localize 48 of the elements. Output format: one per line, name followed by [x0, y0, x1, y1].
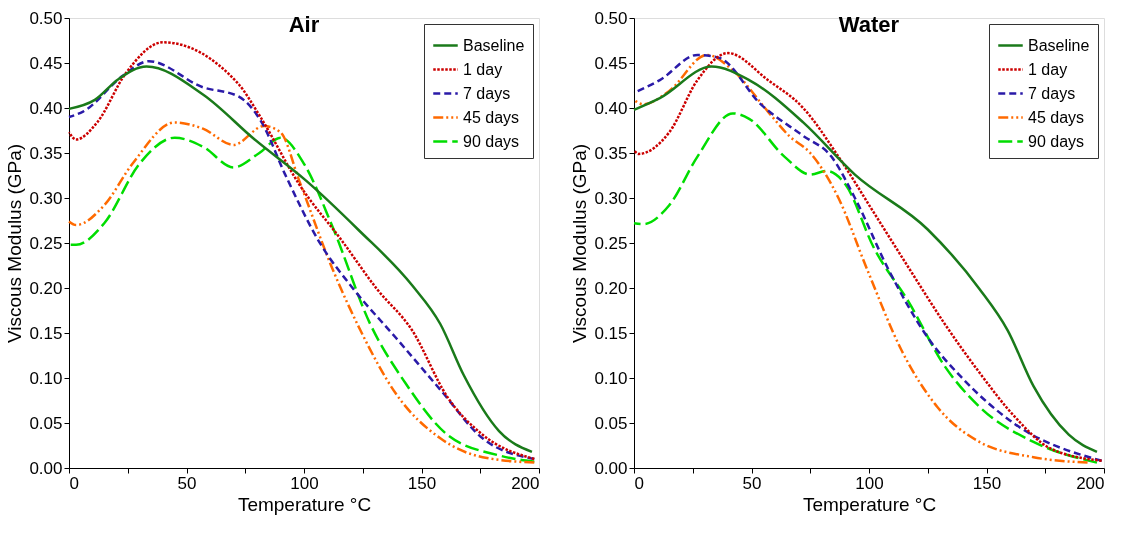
y-tick-label: 0.35 — [594, 143, 628, 163]
legend-label: 45 days — [463, 108, 520, 126]
y-tick-label: 0.05 — [594, 413, 628, 433]
legend-label: 1 day — [1028, 60, 1068, 78]
x-tick-label: 50 — [742, 473, 762, 493]
x-tick-label: 100 — [855, 473, 884, 493]
y-axis-title: Viscous Modulus (GPa) — [4, 143, 26, 344]
legend-label: Baseline — [1028, 36, 1090, 54]
y-tick-label: 0.20 — [594, 278, 628, 298]
y-tick-label: 0.45 — [594, 53, 628, 73]
y-tick-label: 0.40 — [594, 98, 628, 118]
y-tick-label: 0.30 — [594, 188, 628, 208]
legend-label: 90 days — [1028, 132, 1085, 150]
y-tick-label: 0.45 — [29, 53, 63, 73]
x-tick-label: 200 — [511, 473, 540, 493]
y-tick-label: 0.50 — [29, 8, 63, 28]
x-tick-label: 0 — [69, 473, 79, 493]
y-tick-label: 0.20 — [29, 278, 63, 298]
legend-label: Baseline — [463, 36, 525, 54]
legend-label: 7 days — [1028, 84, 1076, 102]
y-tick-label: 0.15 — [29, 323, 63, 343]
y-tick-label: 0.05 — [29, 413, 63, 433]
y-tick-label: 0.40 — [29, 98, 63, 118]
y-tick-label: 0.25 — [29, 233, 63, 253]
chart-title: Water — [838, 12, 900, 37]
legend-label: 45 days — [1028, 108, 1085, 126]
legend-label: 1 day — [463, 60, 503, 78]
y-tick-label: 0.00 — [594, 458, 628, 478]
y-tick-label: 0.35 — [29, 143, 63, 163]
x-tick-label: 150 — [407, 473, 437, 493]
y-tick-label: 0.10 — [594, 368, 628, 388]
x-tick-label: 150 — [972, 473, 1002, 493]
chart-title: Air — [288, 12, 320, 37]
x-axis-title: Temperature °C — [237, 493, 372, 515]
y-tick-label: 0.30 — [29, 188, 63, 208]
x-tick-label: 50 — [177, 473, 197, 493]
x-axis-title: Temperature °C — [802, 493, 937, 515]
y-tick-label: 0.15 — [594, 323, 628, 343]
x-tick-label: 0 — [634, 473, 644, 493]
y-tick-label: 0.25 — [594, 233, 628, 253]
y-tick-label: 0.00 — [29, 458, 63, 478]
y-axis-title: Viscous Modulus (GPa) — [569, 143, 591, 344]
y-tick-label: 0.50 — [594, 8, 628, 28]
x-tick-label: 200 — [1076, 473, 1105, 493]
x-tick-label: 100 — [290, 473, 319, 493]
legend-label: 7 days — [463, 84, 511, 102]
legend-label: 90 days — [463, 132, 520, 150]
y-tick-label: 0.10 — [29, 368, 63, 388]
